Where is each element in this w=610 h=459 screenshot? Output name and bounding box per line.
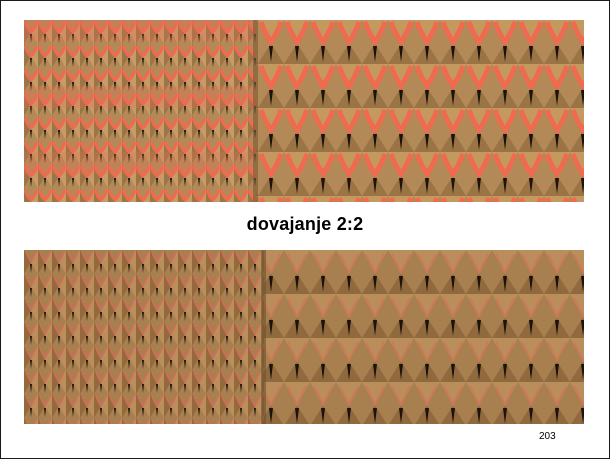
knit-fabric-icon	[24, 250, 584, 424]
knit-texture-image-bottom	[24, 250, 584, 424]
caption: dovajanje 2:2	[246, 214, 364, 234]
knit-texture-image-top	[24, 20, 584, 202]
page-number: 203	[539, 431, 556, 442]
knit-fabric-icon	[24, 20, 584, 202]
